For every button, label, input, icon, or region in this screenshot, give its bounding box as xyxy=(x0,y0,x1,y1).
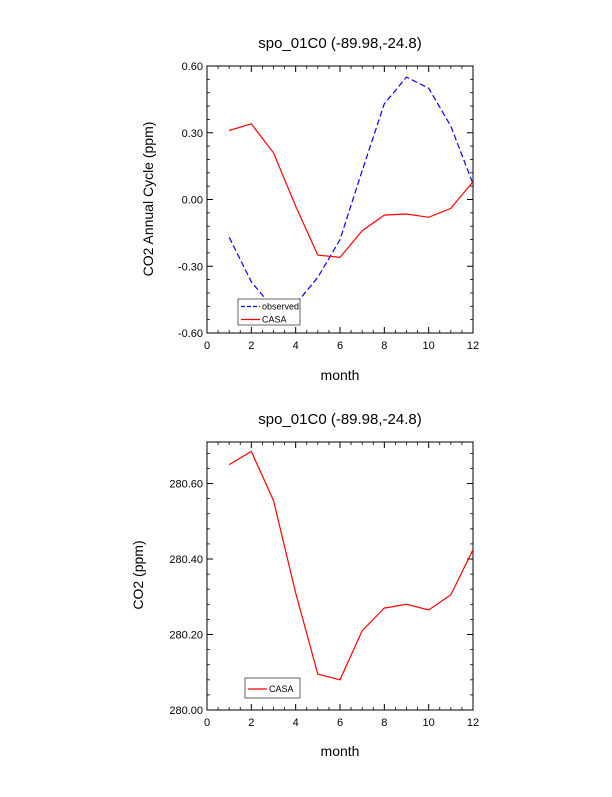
chart-title: spo_01C0 (-89.98,-24.8) xyxy=(258,411,421,428)
legend-box xyxy=(244,677,301,699)
y-tick-label: 0.00 xyxy=(182,195,203,207)
y-tick-label: -0.60 xyxy=(178,328,203,340)
x-tick-label: 8 xyxy=(381,340,387,352)
x-tick-label: 4 xyxy=(293,717,299,729)
x-tick-label: 0 xyxy=(204,717,210,729)
series-line-casa xyxy=(228,450,474,681)
y-axis-label: CO2 (ppm) xyxy=(130,540,146,609)
chart-co2: spo_01C0 (-89.98,-24.8) month CO2 (ppm) … xyxy=(130,411,479,759)
y-tick-label: 0.30 xyxy=(182,128,203,140)
plot-frame xyxy=(206,65,474,334)
legend: CASA xyxy=(244,677,301,699)
x-tick-label: 10 xyxy=(423,340,435,352)
y-tick-label: 280.20 xyxy=(169,630,203,642)
y-axis-label: CO2 Annual Cycle (ppm) xyxy=(140,122,156,277)
x-tick-label: 2 xyxy=(248,717,254,729)
x-axis-label: month xyxy=(321,367,360,383)
chart-title: spo_01C0 (-89.98,-24.8) xyxy=(258,35,421,52)
x-axis-label: month xyxy=(321,743,360,759)
x-tick-label: 6 xyxy=(337,717,343,729)
legend-label: observed xyxy=(262,302,299,312)
plot-frame xyxy=(206,441,474,711)
x-tick-label: 4 xyxy=(293,340,299,352)
y-tick-label: 0.60 xyxy=(182,61,203,73)
series-line-observed xyxy=(228,76,474,310)
x-tick-label: 0 xyxy=(204,340,210,352)
series-line-casa xyxy=(229,123,474,259)
chart-annual-cycle: spo_01C0 (-89.98,-24.8) month CO2 Annual… xyxy=(140,35,479,383)
x-tick-label: 12 xyxy=(467,340,479,352)
x-tick-label: 6 xyxy=(337,340,343,352)
y-tick-label: 280.40 xyxy=(169,554,203,566)
legend: observed CASA xyxy=(237,298,301,326)
x-tick-label: 10 xyxy=(423,717,435,729)
x-tick-label: 12 xyxy=(467,717,479,729)
y-tick-label: -0.30 xyxy=(178,261,203,273)
y-tick-label: 280.00 xyxy=(169,705,203,717)
legend-label: CASA xyxy=(262,315,287,325)
x-tick-label: 8 xyxy=(381,717,387,729)
x-tick-label: 2 xyxy=(248,340,254,352)
legend-label: CASA xyxy=(269,684,294,694)
y-tick-label: 280.60 xyxy=(169,479,203,491)
legend-box xyxy=(237,298,301,326)
